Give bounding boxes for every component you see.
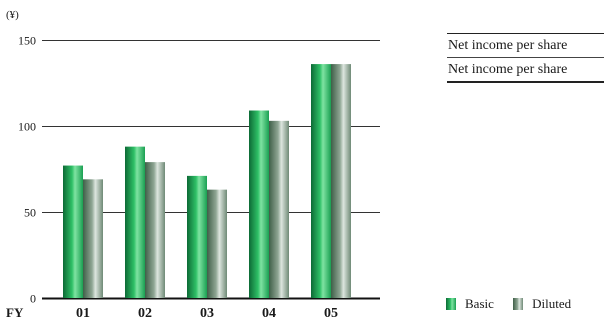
y-tick-label: 0 xyxy=(30,292,36,306)
bar-diluted xyxy=(145,162,165,298)
legend-label-basic: Basic xyxy=(465,296,494,311)
legend-item-basic: Basic xyxy=(446,296,494,312)
x-tick-label: 05 xyxy=(324,306,338,321)
legend: Basic Diluted xyxy=(446,296,587,314)
bar-basic xyxy=(125,146,145,298)
income-table: Net income per share Net income per shar… xyxy=(447,33,604,83)
bar-diluted xyxy=(83,179,103,298)
x-tick-label: 03 xyxy=(200,306,214,321)
y-tick-label: 150 xyxy=(18,34,36,48)
legend-swatch-basic xyxy=(446,298,456,310)
legend-swatch-diluted xyxy=(513,298,524,310)
bar-basic xyxy=(63,165,83,298)
bar-diluted xyxy=(207,189,227,298)
y-tick-label: 50 xyxy=(24,206,36,220)
x-tick-label: 01 xyxy=(76,306,90,321)
bar-diluted xyxy=(331,64,351,298)
x-tick-label: 02 xyxy=(138,306,152,321)
bar-basic xyxy=(311,64,331,298)
table-bottom-rule xyxy=(447,81,604,83)
x-tick-label: 04 xyxy=(262,306,276,321)
x-axis-prefix: FY xyxy=(6,305,24,320)
bar-diluted xyxy=(269,120,289,298)
y-tick-label: 100 xyxy=(18,120,36,134)
table-row: Net income per share xyxy=(447,57,604,81)
bar-basic xyxy=(187,175,207,298)
legend-label-diluted: Diluted xyxy=(532,296,572,311)
y-axis-unit-label: (¥) xyxy=(6,9,19,21)
legend-item-diluted: Diluted xyxy=(513,296,571,312)
table-top-rule xyxy=(447,33,604,34)
table-row: Net income per share xyxy=(448,38,568,53)
bar-basic xyxy=(249,110,269,299)
